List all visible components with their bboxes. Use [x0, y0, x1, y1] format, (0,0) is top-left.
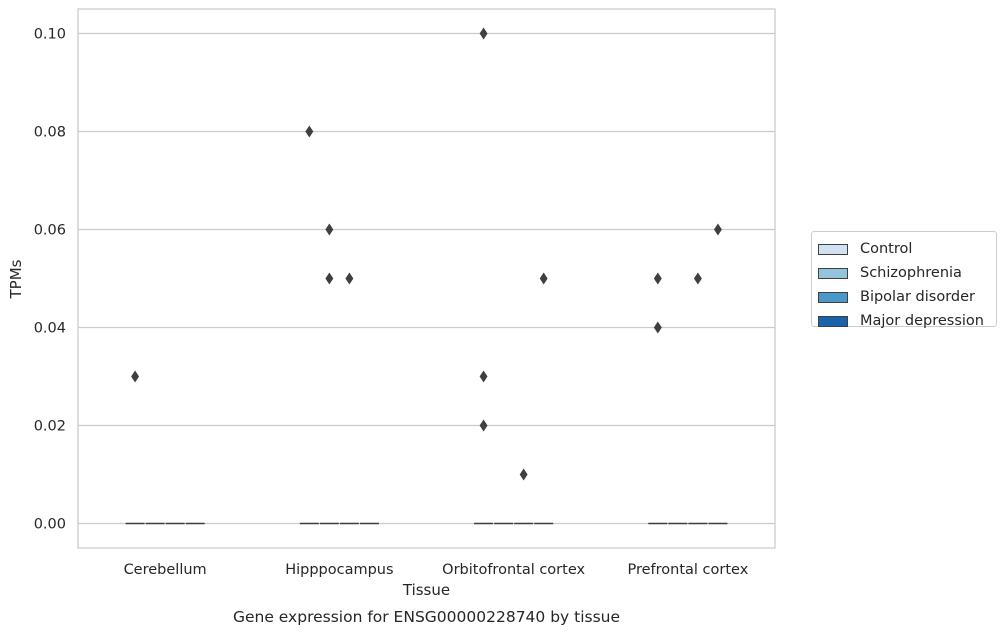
outlier-point: [479, 419, 488, 432]
y-tick-label: 0.04: [34, 321, 66, 337]
outlier-points: [131, 27, 722, 481]
plot-area: [77, 8, 776, 549]
legend: Control Schizophrenia Bipolar disorder M…: [811, 231, 997, 329]
outlier-point: [653, 272, 662, 285]
legend-label-schizophrenia: Schizophrenia: [860, 265, 962, 281]
legend-item-schizophrenia: Schizophrenia: [818, 261, 996, 285]
grid-lines: [78, 32, 775, 525]
legend-item-major-depression: Major depression: [818, 309, 996, 333]
legend-label-major-depression: Major depression: [860, 313, 984, 329]
y-tick-label: 0.08: [34, 125, 66, 141]
outlier-point: [345, 272, 354, 285]
outlier-point: [519, 468, 528, 481]
x-tick-label: Cerebellum: [124, 562, 207, 578]
outlier-point: [713, 223, 722, 236]
y-axis-ticks: 0.00 0.02 0.04 0.06 0.08 0.10: [34, 27, 66, 533]
y-axis-label: TPMs: [7, 259, 25, 299]
legend-label-bipolar-disorder: Bipolar disorder: [860, 289, 975, 305]
legend-swatch-control: [818, 243, 848, 255]
outlier-point: [131, 370, 140, 383]
y-tick-label: 0.06: [34, 223, 66, 239]
legend-label-control: Control: [860, 241, 913, 257]
x-tick-label: Prefrontal cortex: [627, 562, 748, 578]
outlier-point: [305, 125, 314, 138]
outlier-point: [693, 272, 702, 285]
y-tick-label: 0.00: [34, 517, 66, 533]
outlier-point: [325, 223, 334, 236]
x-axis-ticks: Cerebellum Hipppocampus Orbitofrontal cort…: [124, 562, 749, 578]
x-tick-label: Hipppocampus: [285, 562, 393, 578]
outlier-point: [539, 272, 548, 285]
legend-item-bipolar-disorder: Bipolar disorder: [818, 285, 996, 309]
x-axis-label: Tissue: [402, 581, 450, 599]
x-tick-label: Orbitofrontal cortex: [442, 562, 585, 578]
outlier-point: [653, 321, 662, 334]
outlier-point: [325, 272, 334, 285]
legend-swatch-major-depression: [818, 315, 848, 327]
y-tick-label: 0.10: [34, 27, 66, 43]
legend-item-control: Control: [818, 237, 996, 261]
legend-swatch-schizophrenia: [818, 267, 848, 279]
outlier-point: [479, 370, 488, 383]
legend-swatch-bipolar-disorder: [818, 291, 848, 303]
chart-title: Gene expression for ENSG00000228740 by t…: [233, 608, 620, 626]
y-tick-label: 0.02: [34, 419, 66, 435]
outlier-point: [479, 27, 488, 40]
